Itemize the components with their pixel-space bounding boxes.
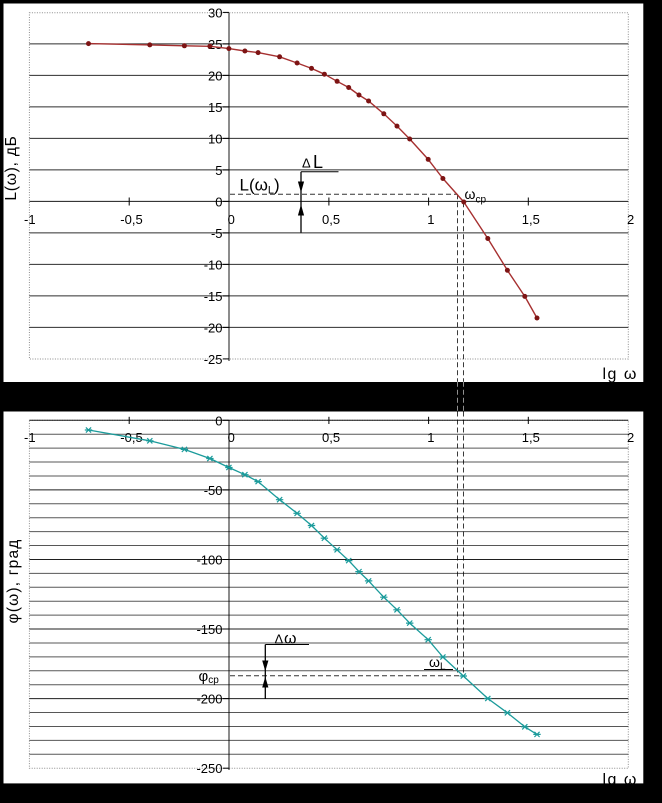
svg-text:15: 15 [208, 100, 222, 115]
svg-text:-250: -250 [196, 761, 222, 776]
svg-text:0: 0 [228, 212, 235, 227]
svg-text:L(ω), дБ: L(ω), дБ [3, 135, 20, 200]
svg-text:-1: -1 [24, 212, 36, 227]
svg-text:-1: -1 [24, 430, 36, 445]
svg-text:0,5: 0,5 [322, 212, 340, 227]
svg-text:0: 0 [228, 430, 235, 445]
svg-text:2: 2 [627, 212, 634, 227]
svg-text:-100: -100 [196, 553, 222, 568]
svg-text:-15: -15 [204, 289, 223, 304]
svg-text:-5: -5 [211, 226, 223, 241]
svg-text:L(ωL): L(ωL) [240, 176, 280, 197]
svg-text:Δ: Δ [275, 632, 284, 647]
svg-text:-10: -10 [204, 257, 223, 272]
svg-text:φ(ω), град: φ(ω), град [5, 538, 22, 623]
svg-text:-0,5: -0,5 [120, 212, 142, 227]
svg-text:ω: ω [284, 631, 297, 648]
svg-text:-50: -50 [204, 483, 223, 498]
svg-text:lg ω: lg ω [603, 366, 638, 383]
svg-text:5: 5 [215, 163, 222, 178]
svg-text:0: 0 [215, 194, 222, 209]
svg-text:-150: -150 [196, 622, 222, 637]
svg-text:1: 1 [427, 430, 434, 445]
svg-text:0: 0 [215, 413, 222, 428]
svg-text:25: 25 [208, 37, 222, 52]
svg-text:1,5: 1,5 [522, 430, 540, 445]
svg-text:Δ: Δ [302, 156, 311, 171]
svg-text:1,5: 1,5 [522, 212, 540, 227]
svg-text:lg ω: lg ω [603, 772, 638, 789]
svg-text:-20: -20 [204, 320, 223, 335]
svg-text:20: 20 [208, 68, 222, 83]
svg-text:-25: -25 [204, 352, 223, 367]
svg-text:0,5: 0,5 [322, 430, 340, 445]
svg-text:30: 30 [208, 5, 222, 20]
svg-text:2: 2 [627, 430, 634, 445]
svg-text:L: L [313, 152, 323, 172]
svg-text:10: 10 [208, 131, 222, 146]
svg-text:1: 1 [427, 212, 434, 227]
svg-text:-200: -200 [196, 692, 222, 707]
